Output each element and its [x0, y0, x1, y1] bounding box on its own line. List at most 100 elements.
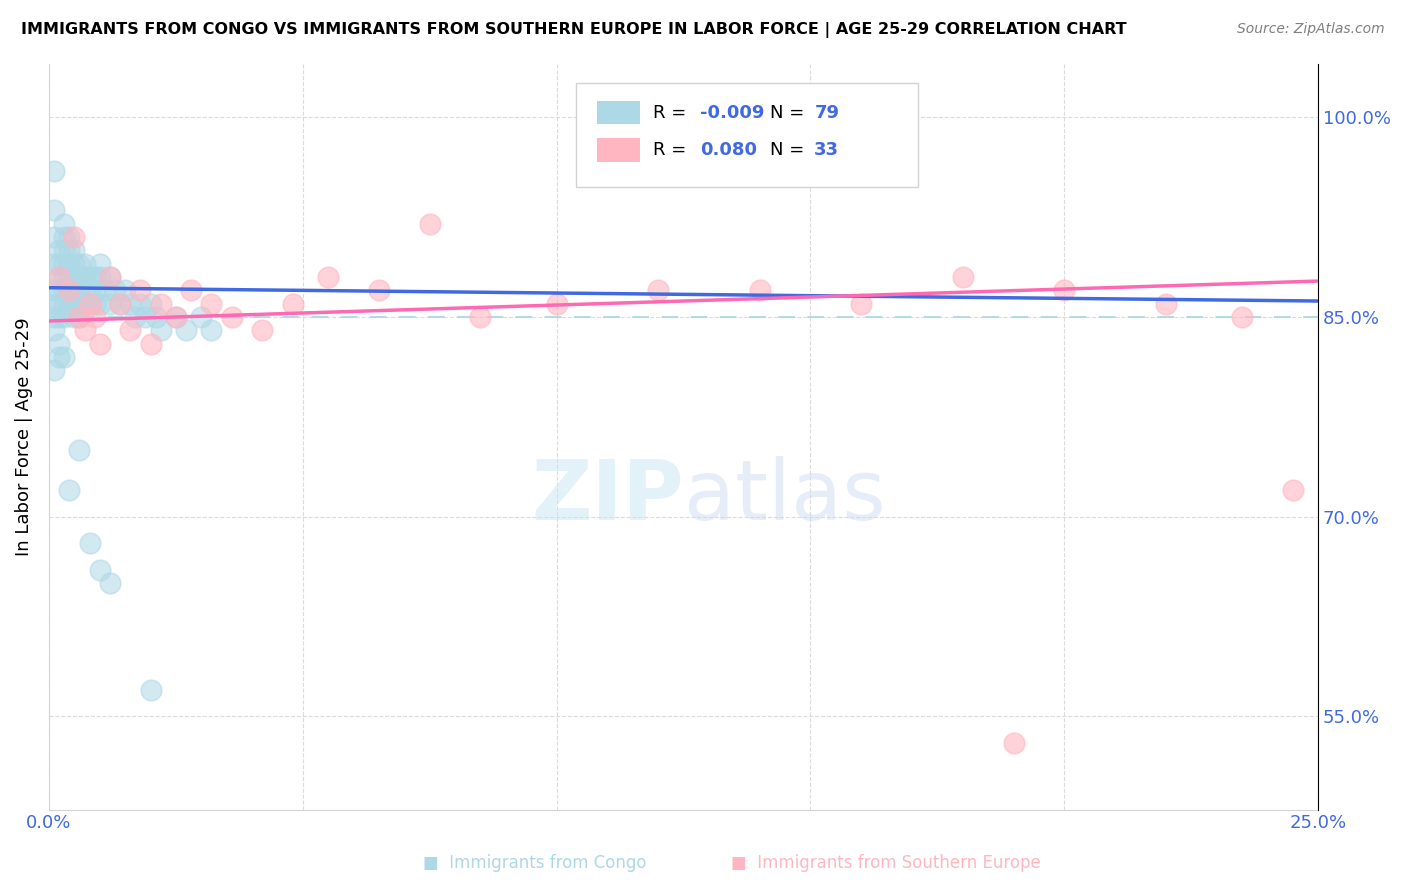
Point: [419, 217, 441, 231]
Point: [89, 296, 111, 310]
Text: -0.009: -0.009: [700, 103, 765, 121]
Point: [42, 284, 65, 298]
Point: [53, 350, 76, 364]
Point: [58, 284, 80, 298]
Point: [165, 310, 187, 324]
Point: [48, 284, 70, 298]
Point: [58, 257, 80, 271]
Point: [53, 230, 76, 244]
Point: [134, 310, 156, 324]
Point: [48, 257, 70, 271]
Point: [89, 336, 111, 351]
Point: [53, 217, 76, 231]
Point: [190, 310, 212, 324]
Point: [67, 443, 90, 458]
Point: [98, 576, 121, 591]
Point: [104, 284, 127, 298]
Text: R =: R =: [654, 103, 692, 121]
Point: [53, 270, 76, 285]
Text: atlas: atlas: [683, 456, 886, 537]
Point: [174, 323, 197, 337]
Point: [108, 296, 131, 310]
Point: [250, 323, 273, 337]
Point: [470, 310, 492, 324]
Point: [63, 230, 86, 244]
Point: [200, 323, 222, 337]
Point: [73, 323, 96, 337]
Point: [98, 270, 121, 285]
Point: [952, 270, 974, 285]
Point: [221, 310, 243, 324]
Text: 0.080: 0.080: [700, 141, 756, 159]
Point: [180, 284, 202, 298]
Point: [42, 310, 65, 324]
Point: [129, 296, 152, 310]
Point: [145, 310, 167, 324]
Point: [546, 296, 568, 310]
Point: [149, 323, 172, 337]
Point: [63, 244, 86, 258]
Text: N =: N =: [770, 141, 810, 159]
FancyBboxPatch shape: [575, 83, 918, 187]
Point: [53, 284, 76, 298]
Point: [53, 257, 76, 271]
Point: [89, 563, 111, 577]
Point: [48, 270, 70, 285]
Point: [58, 284, 80, 298]
Point: [1281, 483, 1303, 497]
Text: ZIP: ZIP: [531, 456, 683, 537]
Point: [73, 257, 96, 271]
Point: [48, 310, 70, 324]
Point: [53, 244, 76, 258]
Point: [114, 284, 136, 298]
Point: [63, 296, 86, 310]
Point: [83, 270, 105, 285]
Point: [48, 296, 70, 310]
Point: [83, 284, 105, 298]
Point: [63, 257, 86, 271]
Point: [58, 230, 80, 244]
Point: [200, 296, 222, 310]
Text: ■  Immigrants from Southern Europe: ■ Immigrants from Southern Europe: [731, 855, 1040, 872]
Point: [42, 296, 65, 310]
Text: 33: 33: [814, 141, 839, 159]
Point: [53, 310, 76, 324]
FancyBboxPatch shape: [598, 138, 640, 161]
Point: [48, 350, 70, 364]
Point: [851, 296, 873, 310]
Point: [120, 323, 142, 337]
Point: [139, 682, 162, 697]
Point: [79, 536, 101, 550]
Point: [58, 270, 80, 285]
Text: N =: N =: [770, 103, 810, 121]
Point: [83, 310, 105, 324]
Y-axis label: In Labor Force | Age 25-29: In Labor Force | Age 25-29: [15, 318, 32, 556]
Point: [149, 296, 172, 310]
Point: [1053, 284, 1076, 298]
Text: IMMIGRANTS FROM CONGO VS IMMIGRANTS FROM SOUTHERN EUROPE IN LABOR FORCE | AGE 25: IMMIGRANTS FROM CONGO VS IMMIGRANTS FROM…: [21, 22, 1126, 38]
Point: [42, 323, 65, 337]
Point: [108, 296, 131, 310]
Point: [48, 244, 70, 258]
Text: Source: ZipAtlas.com: Source: ZipAtlas.com: [1237, 22, 1385, 37]
Point: [79, 296, 101, 310]
Point: [42, 230, 65, 244]
Point: [1154, 296, 1177, 310]
Point: [48, 336, 70, 351]
Point: [124, 310, 146, 324]
Point: [42, 203, 65, 218]
Point: [98, 270, 121, 285]
Point: [67, 270, 90, 285]
Point: [1230, 310, 1253, 324]
Point: [53, 296, 76, 310]
Point: [67, 310, 90, 324]
Point: [94, 284, 117, 298]
Point: [368, 284, 391, 298]
Point: [67, 257, 90, 271]
Point: [79, 284, 101, 298]
Point: [89, 270, 111, 285]
Point: [67, 296, 90, 310]
Point: [48, 270, 70, 285]
Point: [647, 284, 669, 298]
Point: [165, 310, 187, 324]
